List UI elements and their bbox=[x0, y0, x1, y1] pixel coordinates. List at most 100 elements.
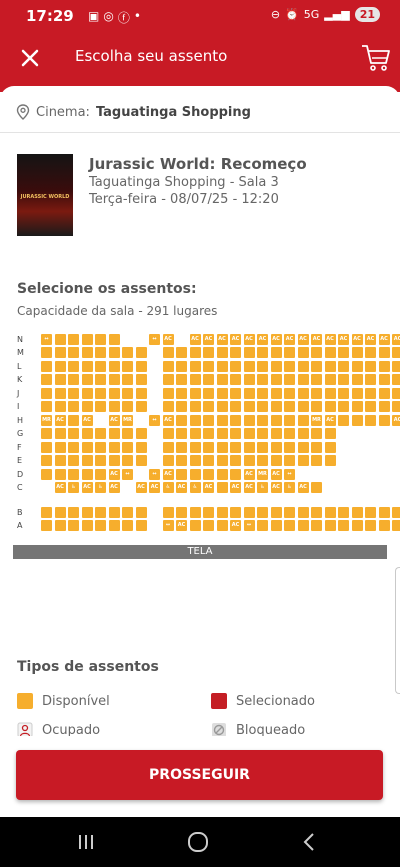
seat-d-3[interactable] bbox=[68, 469, 79, 480]
seat-i-18[interactable] bbox=[270, 401, 282, 412]
seat-m-10[interactable] bbox=[162, 347, 174, 358]
seat-j-21[interactable] bbox=[311, 388, 322, 399]
seat-g-6[interactable] bbox=[108, 428, 120, 439]
seat-c-21[interactable] bbox=[311, 482, 322, 493]
seat-a-24[interactable] bbox=[351, 520, 363, 531]
seat-b-6[interactable] bbox=[108, 507, 120, 518]
seat-h-11[interactable] bbox=[176, 415, 187, 426]
seat-g-14[interactable] bbox=[216, 428, 228, 439]
seat-i-14[interactable] bbox=[216, 401, 228, 412]
seat-g-2[interactable] bbox=[54, 428, 66, 439]
seat-m-20[interactable] bbox=[297, 347, 309, 358]
seat-a-16[interactable]: ↔ bbox=[243, 520, 255, 531]
seat-j-5[interactable] bbox=[95, 388, 106, 399]
seat-d-11[interactable] bbox=[176, 469, 187, 480]
seat-k-12[interactable] bbox=[189, 374, 201, 385]
seat-f-10[interactable] bbox=[162, 442, 174, 453]
seat-d-2[interactable] bbox=[54, 469, 66, 480]
seat-e-2[interactable] bbox=[54, 455, 66, 466]
seat-d-16[interactable]: AC bbox=[243, 469, 255, 480]
seat-k-11[interactable] bbox=[176, 374, 187, 385]
seat-l-17[interactable] bbox=[257, 361, 268, 372]
seat-j-2[interactable] bbox=[54, 388, 66, 399]
seat-j-4[interactable] bbox=[81, 388, 93, 399]
seat-k-14[interactable] bbox=[216, 374, 228, 385]
seat-b-10[interactable] bbox=[162, 507, 174, 518]
seat-k-22[interactable] bbox=[324, 374, 336, 385]
seat-f-8[interactable] bbox=[135, 442, 147, 453]
seat-a-15[interactable]: AC bbox=[230, 520, 241, 531]
seat-c-6[interactable]: AC bbox=[108, 482, 120, 493]
seat-i-25[interactable] bbox=[365, 401, 376, 412]
seat-a-8[interactable] bbox=[135, 520, 147, 531]
seat-l-22[interactable] bbox=[324, 361, 336, 372]
seat-n-12[interactable]: AC bbox=[189, 334, 201, 345]
seat-j-6[interactable] bbox=[108, 388, 120, 399]
seat-l-18[interactable] bbox=[270, 361, 282, 372]
seat-f-17[interactable] bbox=[257, 442, 268, 453]
seat-g-4[interactable] bbox=[81, 428, 93, 439]
seat-d-1[interactable] bbox=[41, 469, 52, 480]
seat-k-24[interactable] bbox=[351, 374, 363, 385]
seat-l-13[interactable] bbox=[203, 361, 214, 372]
seat-k-3[interactable] bbox=[68, 374, 79, 385]
seat-n-15[interactable]: AC bbox=[230, 334, 241, 345]
seat-l-11[interactable] bbox=[176, 361, 187, 372]
seat-f-3[interactable] bbox=[68, 442, 79, 453]
seat-g-5[interactable] bbox=[95, 428, 106, 439]
seat-f-5[interactable] bbox=[95, 442, 106, 453]
seat-g-15[interactable] bbox=[230, 428, 241, 439]
seat-h-1[interactable]: MR bbox=[41, 415, 52, 426]
seat-n-22[interactable]: AC bbox=[324, 334, 336, 345]
seat-b-2[interactable] bbox=[54, 507, 66, 518]
seat-j-27[interactable] bbox=[392, 388, 400, 399]
seat-a-18[interactable] bbox=[270, 520, 282, 531]
seat-f-19[interactable] bbox=[284, 442, 295, 453]
seat-f-11[interactable] bbox=[176, 442, 187, 453]
seat-k-1[interactable] bbox=[41, 374, 52, 385]
seat-f-15[interactable] bbox=[230, 442, 241, 453]
seat-d-4[interactable] bbox=[81, 469, 93, 480]
seat-i-4[interactable] bbox=[81, 401, 93, 412]
seat-g-12[interactable] bbox=[189, 428, 201, 439]
seat-n-4[interactable] bbox=[81, 334, 93, 345]
seat-n-2[interactable] bbox=[54, 334, 66, 345]
seat-l-25[interactable] bbox=[365, 361, 376, 372]
seat-m-24[interactable] bbox=[351, 347, 363, 358]
seat-m-7[interactable] bbox=[122, 347, 133, 358]
seat-l-3[interactable] bbox=[68, 361, 79, 372]
seat-c-8[interactable]: AC bbox=[135, 482, 147, 493]
seat-a-2[interactable] bbox=[54, 520, 66, 531]
seat-e-18[interactable] bbox=[270, 455, 282, 466]
seat-i-17[interactable] bbox=[257, 401, 268, 412]
seat-a-26[interactable] bbox=[378, 520, 390, 531]
seat-m-1[interactable] bbox=[41, 347, 52, 358]
proceed-button[interactable]: PROSSEGUIR bbox=[16, 750, 383, 800]
seat-m-15[interactable] bbox=[230, 347, 241, 358]
seat-d-17[interactable]: MR bbox=[257, 469, 268, 480]
seat-l-24[interactable] bbox=[351, 361, 363, 372]
seat-b-1[interactable] bbox=[41, 507, 52, 518]
seat-b-26[interactable] bbox=[378, 507, 390, 518]
seat-n-23[interactable]: AC bbox=[338, 334, 349, 345]
seat-b-11[interactable] bbox=[176, 507, 187, 518]
seat-d-6[interactable]: AC bbox=[108, 469, 120, 480]
seat-b-5[interactable] bbox=[95, 507, 106, 518]
seat-h-9[interactable]: ↔ bbox=[149, 415, 160, 426]
seat-i-22[interactable] bbox=[324, 401, 336, 412]
seat-j-20[interactable] bbox=[297, 388, 309, 399]
seat-l-1[interactable] bbox=[41, 361, 52, 372]
seat-m-14[interactable] bbox=[216, 347, 228, 358]
seat-n-20[interactable]: AC bbox=[297, 334, 309, 345]
seat-b-8[interactable] bbox=[135, 507, 147, 518]
seat-i-13[interactable] bbox=[203, 401, 214, 412]
seat-e-12[interactable] bbox=[189, 455, 201, 466]
seat-j-23[interactable] bbox=[338, 388, 349, 399]
seat-j-15[interactable] bbox=[230, 388, 241, 399]
seat-g-1[interactable] bbox=[41, 428, 52, 439]
seat-b-17[interactable] bbox=[257, 507, 268, 518]
seat-i-5[interactable] bbox=[95, 401, 106, 412]
seat-b-3[interactable] bbox=[68, 507, 79, 518]
cinema-info[interactable]: Cinema: Taguatinga Shopping bbox=[16, 104, 251, 120]
seat-e-1[interactable] bbox=[41, 455, 52, 466]
